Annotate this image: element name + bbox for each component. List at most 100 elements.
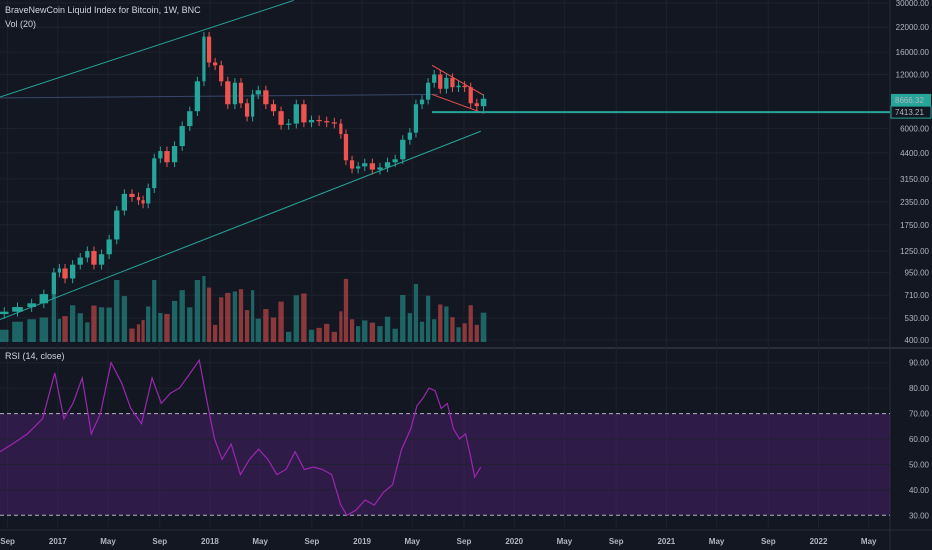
candle-body [286,123,292,125]
y-tick-label: 1750.00 [900,221,929,230]
y-tick-label: 530.00 [905,314,930,323]
volume-bar [444,306,449,342]
volume-bar [206,287,212,342]
volume-bar [450,317,455,342]
candle-body [219,65,224,82]
x-tick-label: 2018 [201,537,219,546]
candle-body [339,123,343,135]
candle-body [194,81,201,112]
candle-body [39,294,49,304]
volume-bar [331,331,337,342]
candle-body [62,268,68,279]
candle-body [171,146,178,163]
y-tick-label: 1250.00 [900,247,929,256]
rsi-tick-label: 40.00 [909,486,930,495]
volume-bar [121,296,128,342]
volume-bar [462,323,467,342]
candle-body [85,251,90,258]
rsi-tick-label: 30.00 [909,511,930,520]
candle-body [146,188,151,204]
volume-bar [480,312,487,342]
candle-body [474,103,479,107]
volume-bar [369,322,376,342]
volume-bar [85,322,90,342]
price-badge [890,105,932,119]
candle-body [377,167,383,170]
candle-body [0,311,9,315]
candle-body [121,193,128,211]
rsi-line [0,358,482,517]
volume-bar [238,289,244,342]
volume-bar [212,324,218,342]
x-tick-label: Sep [152,537,167,546]
y-tick-label: 710.00 [905,291,930,300]
candle-body [114,210,120,240]
x-tick-label: May [405,537,421,546]
volume-bar [456,327,461,342]
volume-bar [413,284,419,342]
candle-body [141,200,145,204]
candle-body [251,94,255,117]
volume-bar [384,316,391,342]
candle-body [187,111,193,127]
x-tick-label: May [557,537,573,546]
volume-bar [219,297,224,342]
candle-body [98,254,105,265]
candle-body [238,82,244,104]
y-tick-label: 950.00 [905,268,930,277]
y-tick-label: 30000.00 [896,0,930,8]
volume-bar [293,295,299,342]
volume-bar [106,307,112,342]
candle-body [129,193,135,197]
rsi-tick-label: 80.00 [909,384,930,393]
volume-bar [129,328,135,342]
upper-trendline [0,0,294,98]
candle-body [91,251,97,265]
volume-bar [438,304,443,342]
volume-bar [356,326,361,342]
volume-bar [179,290,185,342]
volume-bar [339,311,343,342]
volume-bar [474,324,479,342]
volume-bar [69,305,76,342]
candle-body [202,36,206,82]
volume-bar [12,321,23,342]
price-badge-label: 7413.21 [895,108,924,117]
candle-body [468,87,473,104]
volume-bar [187,307,193,342]
volume-bar [194,280,201,342]
price-badge [891,93,931,106]
candle-body [369,163,376,170]
candle-body [384,162,391,168]
rsi-tick-label: 70.00 [909,410,930,419]
candle-body [450,77,455,88]
volume-bar [270,317,277,342]
x-tick-label: May [252,537,268,546]
candle-body [343,134,349,161]
candle-body [316,120,322,122]
volume-bar [225,292,231,342]
candle-body [407,132,412,140]
x-tick-label: Sep [305,537,320,546]
x-tick-label: Sep [457,537,472,546]
x-tick-label: Sep [761,537,776,546]
volume-bar [77,313,83,342]
candle-body [331,122,337,124]
volume-bar [407,313,412,342]
candle-body [232,82,238,105]
candle-body [206,36,212,63]
volume-bar [51,291,56,342]
volume-bar [171,300,178,342]
volume-bar [146,306,151,342]
trendlines [0,0,890,320]
volume-bar [400,295,406,342]
volume-bar [164,313,170,342]
volume-bar [91,305,97,342]
candle-body [400,139,406,160]
candle-body [244,103,250,117]
y-tick-label: 22000.00 [896,23,930,32]
y-tick-label: 4400.00 [900,149,929,158]
rsi-label: RSI (14, close) [5,351,65,361]
candle-body [419,99,425,105]
